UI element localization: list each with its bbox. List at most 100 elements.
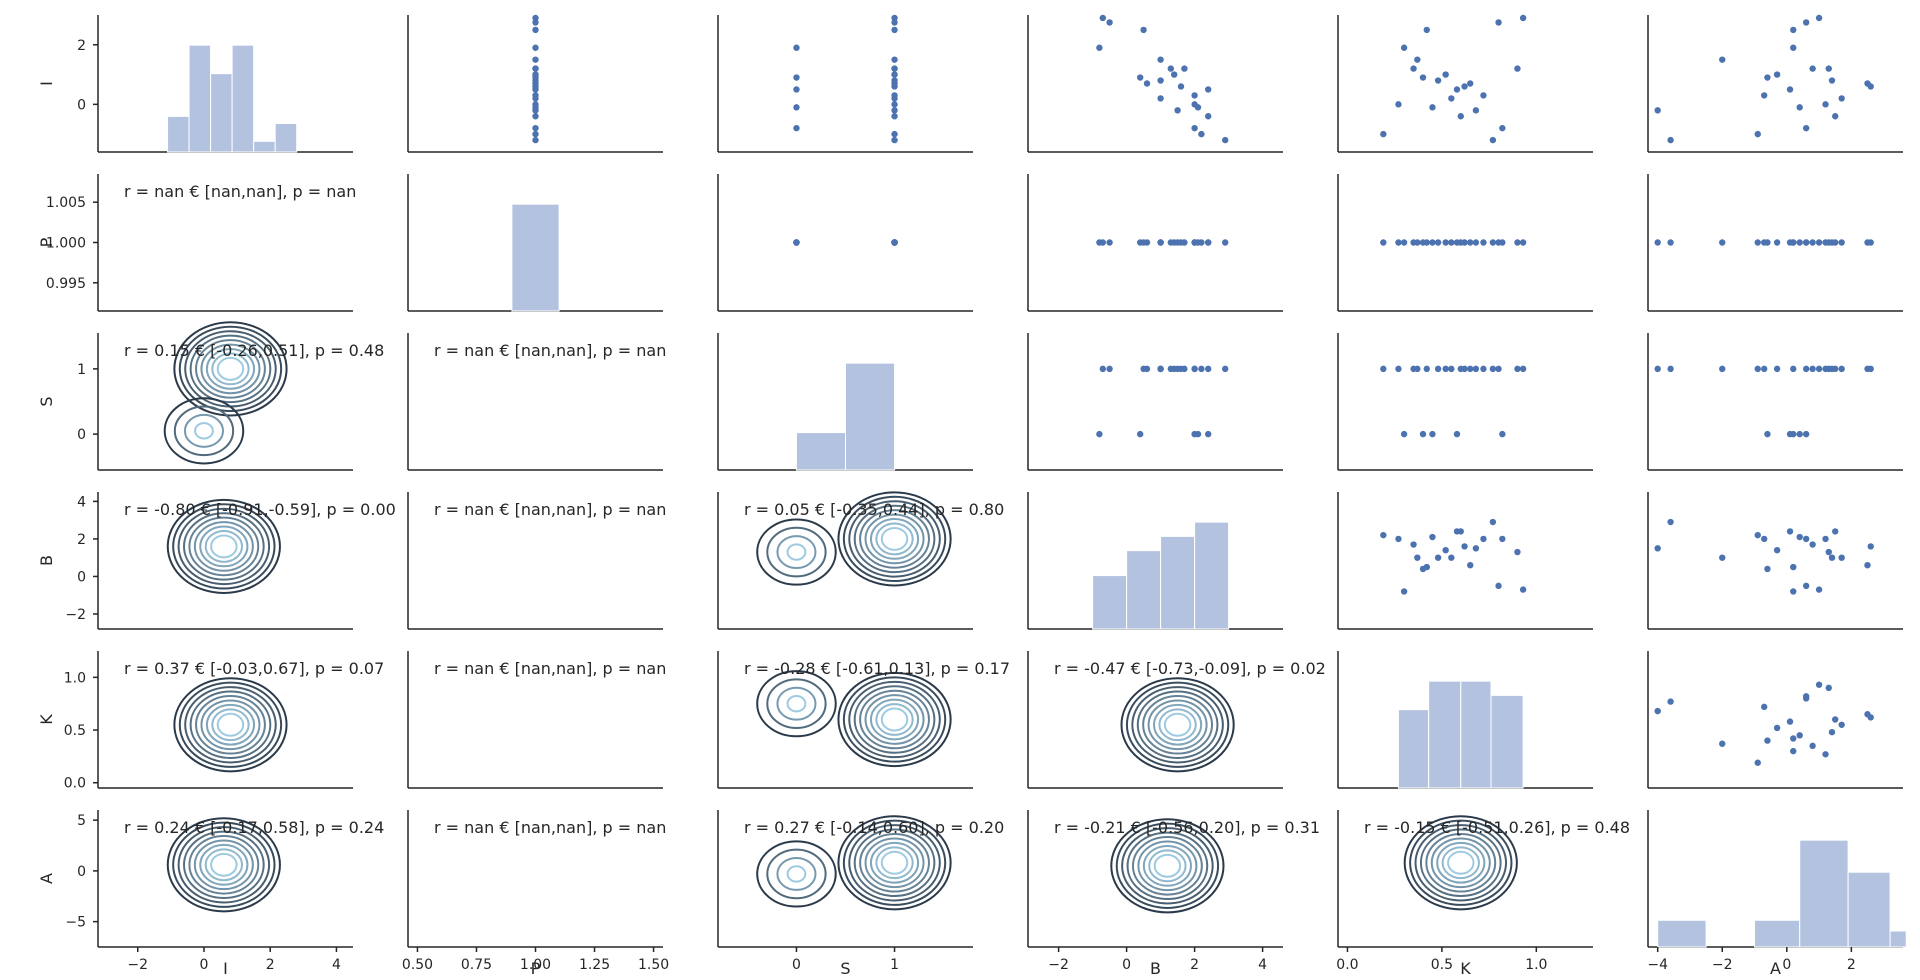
scatter-point	[1191, 239, 1198, 246]
correlation-annotation: r = 0.27 € [-0.14,0.60], p = 0.20	[744, 818, 1004, 837]
kde-contour	[1131, 686, 1224, 764]
scatter-point	[1867, 714, 1874, 721]
scatter-point	[1838, 95, 1845, 102]
kde-contour	[756, 840, 837, 908]
kde-contour	[875, 846, 914, 880]
scatter-point	[1167, 65, 1175, 72]
kde-contour	[199, 843, 249, 886]
scatter-point	[793, 74, 800, 81]
scatter-point	[1096, 44, 1103, 51]
panel-B-vs-S: r = 0.05 € [-0.35,0.44], p = 0.80	[717, 491, 1004, 630]
hist-bar	[274, 123, 298, 153]
hist-bar	[795, 432, 847, 471]
scatter-point	[1754, 130, 1761, 138]
scatter-point	[1825, 548, 1832, 556]
scatter-point	[1514, 65, 1521, 72]
panel-S-vs-S	[717, 333, 973, 471]
scatter-point	[1815, 365, 1823, 373]
scatter-point	[891, 107, 898, 114]
scatter-point	[1867, 239, 1874, 246]
scatter-point	[1786, 528, 1794, 535]
panel-A-vs-I: r = 0.24 € [-0.17,0.58], p = 0.24 −5 0 5 A −2…	[37, 810, 384, 978]
scatter-point	[1205, 113, 1212, 120]
scatter-point	[1754, 365, 1761, 373]
scatter-point	[1137, 430, 1144, 438]
kde-contour	[859, 689, 930, 750]
hist-bar	[188, 44, 212, 153]
kde-contour	[195, 694, 266, 755]
scatter-point	[1754, 531, 1761, 539]
kde-contour	[183, 413, 225, 448]
scatter-point	[1764, 430, 1771, 438]
scatter-point	[1719, 554, 1726, 561]
scatter-point	[1667, 365, 1674, 373]
scatter-point	[1489, 136, 1497, 144]
kde-contour	[173, 405, 235, 457]
scatter-point	[891, 113, 898, 120]
panel-S-vs-I: r = 0.15 € [-0.26,0.51], p = 0.48 0 1 S	[37, 321, 384, 471]
scatter-point	[532, 56, 539, 63]
scatter-point	[1790, 26, 1797, 34]
scatter-point	[1519, 239, 1527, 246]
scatter-point	[1434, 365, 1442, 373]
y-tick-label: 5	[77, 813, 86, 829]
scatter-point	[1719, 56, 1726, 63]
kde-contour	[1131, 836, 1203, 896]
scatter-point	[1838, 721, 1845, 728]
y-tick-label: 4	[77, 494, 86, 510]
kde-contour	[837, 815, 952, 911]
scatter-point	[793, 86, 800, 93]
scatter-point	[1472, 107, 1480, 114]
scatter-point	[891, 77, 898, 84]
panel-P-vs-K	[1337, 174, 1593, 312]
correlation-annotation: r = -0.80 € [-0.91,-0.59], p = 0.00	[124, 500, 396, 519]
scatter-point	[1832, 716, 1839, 723]
scatter-point	[1828, 365, 1836, 373]
scatter-point	[1191, 430, 1198, 438]
scatter-point	[1222, 136, 1229, 144]
scatter-point	[1773, 71, 1781, 78]
correlation-annotation: r = 0.15 € [-0.26,0.51], p = 0.48	[124, 341, 384, 360]
hist-bar	[210, 73, 233, 153]
kde-contour	[1409, 819, 1513, 906]
kde-contour	[853, 685, 936, 754]
scatter-point	[1423, 365, 1430, 373]
scatter-point	[1790, 365, 1797, 373]
hist-bar	[1397, 709, 1430, 789]
kde-contour	[1436, 841, 1486, 884]
scatter-point	[1809, 365, 1816, 373]
kde-contour	[756, 670, 837, 738]
kde-contour	[188, 835, 260, 895]
kde-contour	[210, 852, 238, 877]
kde-contour	[848, 680, 941, 759]
kde-contour	[880, 707, 909, 732]
kde-contour	[859, 833, 930, 893]
kde-contour	[875, 703, 914, 736]
kde-contour	[205, 348, 256, 390]
scatter-point	[793, 124, 800, 132]
scatter-point	[1414, 56, 1421, 63]
scatter-point	[1796, 104, 1803, 111]
kde-contour	[1137, 840, 1198, 892]
kde-contour	[1142, 844, 1192, 887]
kde-contour	[177, 507, 271, 586]
scatter-point	[1790, 563, 1797, 571]
scatter-point	[1467, 80, 1474, 87]
hist-bar	[1657, 919, 1707, 948]
scatter-point	[1519, 365, 1527, 373]
x-axis-label: B	[1150, 959, 1161, 978]
scatter-point	[1773, 546, 1781, 554]
scatter-point	[1419, 430, 1427, 438]
y-tick-label: 0	[77, 569, 86, 585]
kde-contour	[756, 518, 837, 586]
scatter-point	[1222, 365, 1229, 373]
kde-contour	[1136, 690, 1219, 759]
hist-bar	[1889, 930, 1907, 948]
y-tick-label: 0.0	[64, 776, 86, 792]
y-axis-label: B	[37, 555, 56, 566]
panel-K-vs-I: r = 0.37 € [-0.03,0.67], p = 0.07 0.0 0.5 1…	[37, 651, 384, 792]
panel-B-vs-I: r = -0.80 € [-0.91,-0.59], p = 0.00 −2 0 2 4…	[37, 492, 396, 630]
panel-S-vs-K	[1337, 333, 1593, 471]
y-tick-label: 1.0	[64, 670, 86, 686]
scatter-point	[1106, 365, 1113, 373]
